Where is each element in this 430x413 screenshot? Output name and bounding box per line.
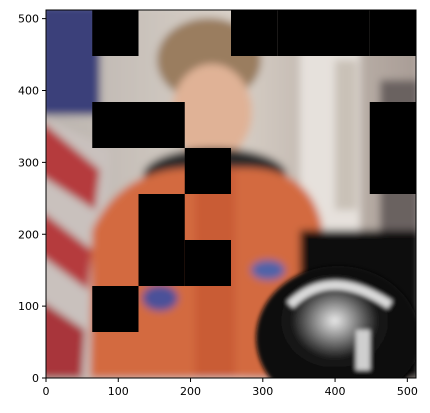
- y-tick-label: 100: [18, 300, 39, 313]
- y-axis: 0 100 200 300 400 500: [18, 13, 46, 385]
- x-tick-label: 400: [325, 385, 346, 398]
- mask-block: [92, 102, 139, 148]
- mask-block: [231, 10, 278, 56]
- mask-block: [138, 102, 185, 148]
- mask-block: [184, 240, 231, 286]
- mask-blocks: [92, 10, 416, 332]
- x-axis: 0 100 200 300 400 500: [43, 378, 418, 398]
- mask-block: [138, 240, 185, 286]
- mask-block: [369, 10, 416, 56]
- mask-block: [277, 10, 324, 56]
- y-tick-label: 0: [32, 372, 39, 385]
- x-tick-label: 500: [397, 385, 418, 398]
- mask-block: [138, 194, 185, 240]
- y-tick-label: 400: [18, 85, 39, 98]
- mask-block: [369, 148, 416, 194]
- y-tick-label: 200: [18, 228, 39, 241]
- astronaut-photo: [46, 10, 416, 378]
- mask-block: [92, 10, 139, 56]
- y-tick-label: 500: [18, 13, 39, 26]
- mask-block: [92, 286, 139, 332]
- mask-block: [323, 10, 370, 56]
- x-tick-label: 200: [180, 385, 201, 398]
- plot-frame: [45, 9, 417, 379]
- x-tick-label: 300: [252, 385, 273, 398]
- x-tick-label: 0: [43, 385, 50, 398]
- y-tick-label: 300: [18, 156, 39, 169]
- x-tick-label: 100: [108, 385, 129, 398]
- mask-block: [369, 102, 416, 148]
- mask-block: [184, 148, 231, 194]
